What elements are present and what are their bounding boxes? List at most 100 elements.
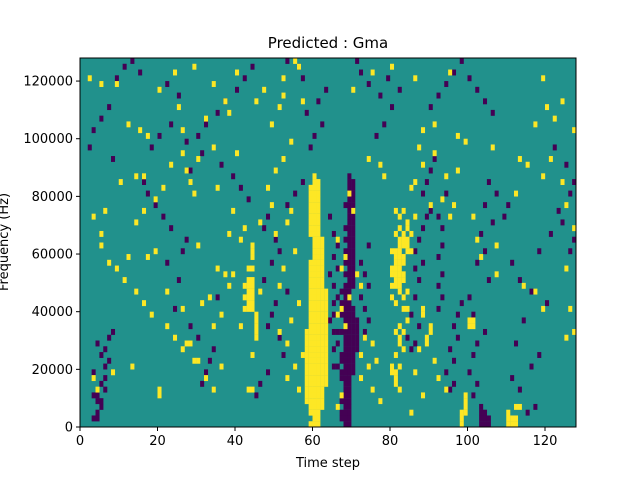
- heatmap-cell-high: [223, 271, 228, 278]
- heatmap-cell-high: [145, 254, 150, 260]
- heatmap-cell-high: [281, 265, 286, 272]
- heatmap-cell-high: [393, 380, 398, 387]
- heatmap-cell-high: [254, 311, 259, 318]
- heatmap-cell-low: [339, 357, 344, 364]
- heatmap-cell-high: [308, 403, 313, 410]
- heatmap-cell-high: [413, 75, 418, 82]
- heatmap-cell-high: [382, 173, 387, 180]
- heatmap-cell-high: [157, 86, 162, 93]
- heatmap-cell-high: [227, 282, 232, 289]
- heatmap-cell-high: [390, 282, 395, 289]
- heatmap-cell-low: [130, 58, 135, 64]
- heatmap-cell-low: [331, 300, 336, 307]
- heatmap-cell-low: [355, 334, 360, 341]
- heatmap-cell-low: [517, 386, 522, 393]
- heatmap-cell-low: [343, 271, 348, 278]
- heatmap-cell-high: [320, 254, 325, 260]
- heatmap-cell-low: [479, 403, 484, 410]
- heatmap-cell-low: [409, 311, 414, 318]
- heatmap-cell-low: [351, 328, 356, 335]
- heatmap-cell-high: [99, 242, 104, 249]
- heatmap-cell-high: [405, 242, 410, 249]
- heatmap-cell-low: [537, 352, 542, 358]
- y-axis: 0 20000 40000 60000 80000 100000 120000: [23, 75, 80, 436]
- heatmap-cell-high: [246, 277, 251, 284]
- heatmap-cell-high: [103, 207, 108, 214]
- heatmap-cell-high: [134, 173, 139, 180]
- heatmap-cell-low: [479, 409, 484, 416]
- heatmap-cell-low: [335, 340, 340, 347]
- heatmap-cell-low: [436, 92, 441, 99]
- heatmap-cell-high: [421, 305, 426, 312]
- heatmap-cell-high: [149, 311, 154, 318]
- heatmap-cell-high: [463, 403, 468, 410]
- heatmap-cell-high: [308, 265, 313, 272]
- heatmap-cell-low: [467, 369, 472, 376]
- heatmap-cell-low: [347, 282, 352, 289]
- heatmap-cell-high: [312, 259, 317, 266]
- heatmap-cell-high: [238, 323, 243, 330]
- heatmap-cell-high: [324, 294, 329, 301]
- heatmap-cell-high: [304, 363, 309, 370]
- heatmap-cell-low: [347, 305, 352, 312]
- heatmap-cell-high: [192, 357, 197, 364]
- heatmap-cell-high: [444, 173, 449, 180]
- heatmap-cell-low: [413, 265, 418, 272]
- heatmap-cell-high: [401, 346, 406, 353]
- heatmap-cell-high: [320, 357, 325, 364]
- heatmap-cell-high: [455, 167, 460, 174]
- heatmap-cell-high: [250, 282, 255, 289]
- heatmap-cell-high: [494, 271, 499, 278]
- heatmap-cell-high: [366, 363, 371, 370]
- heatmap-cell-low: [335, 242, 340, 249]
- heatmap-cell-low: [436, 254, 441, 260]
- heatmap-cell-low: [99, 352, 104, 358]
- heatmap-cell-high: [308, 386, 313, 393]
- heatmap-cell-low: [145, 190, 150, 197]
- heatmap-cell-high: [397, 363, 402, 370]
- heatmap-cell-low: [347, 173, 352, 180]
- heatmap-cell-low: [107, 357, 112, 364]
- heatmap-cell-high: [165, 288, 170, 295]
- heatmap-cell-high: [463, 409, 468, 416]
- heatmap-cell-high: [157, 386, 162, 393]
- heatmap-cell-high: [246, 294, 251, 301]
- heatmap-cell-high: [289, 138, 294, 145]
- heatmap-cell-low: [300, 179, 305, 185]
- heatmap-cell-low: [347, 230, 352, 237]
- heatmap-cell-low: [343, 294, 348, 301]
- x-axis: 0 20 40 60 80 100 120: [76, 427, 557, 449]
- heatmap-cell-high: [405, 317, 410, 324]
- heatmap-cell-high: [254, 98, 259, 105]
- heatmap-cell-low: [444, 190, 449, 197]
- heatmap-cell-high: [281, 156, 286, 162]
- heatmap-cell-high: [467, 323, 472, 330]
- heatmap-cell-low: [335, 363, 340, 370]
- heatmap-cell-high: [320, 300, 325, 307]
- heatmap-cell-low: [347, 219, 352, 226]
- heatmap-cell-low: [351, 363, 356, 370]
- heatmap-cell-low: [343, 282, 348, 289]
- heatmap-cell-high: [231, 207, 236, 214]
- heatmap-cell-low: [250, 63, 255, 70]
- heatmap-cell-low: [269, 259, 274, 266]
- heatmap-cell-high: [401, 230, 406, 237]
- heatmap-cell-high: [196, 242, 201, 249]
- heatmap-cell-low: [99, 398, 104, 405]
- heatmap-cell-high: [300, 352, 305, 358]
- heatmap-cell-low: [374, 132, 379, 139]
- heatmap-cell-low: [355, 328, 360, 335]
- heatmap-cell-high: [459, 409, 464, 416]
- heatmap-cell-low: [343, 236, 348, 243]
- heatmap-cell-low: [347, 300, 352, 307]
- heatmap-cell-high: [304, 386, 309, 393]
- heatmap-cell-high: [312, 202, 317, 209]
- heatmap-cell-high: [335, 311, 340, 318]
- heatmap-cell-high: [308, 369, 313, 376]
- heatmap-cell-high: [308, 352, 313, 358]
- heatmap-cell-high: [304, 340, 309, 347]
- heatmap-cell-high: [339, 392, 344, 399]
- heatmap-cell-high: [308, 219, 313, 226]
- heatmap-cell-low: [246, 196, 251, 203]
- heatmap-cell-low: [328, 213, 333, 220]
